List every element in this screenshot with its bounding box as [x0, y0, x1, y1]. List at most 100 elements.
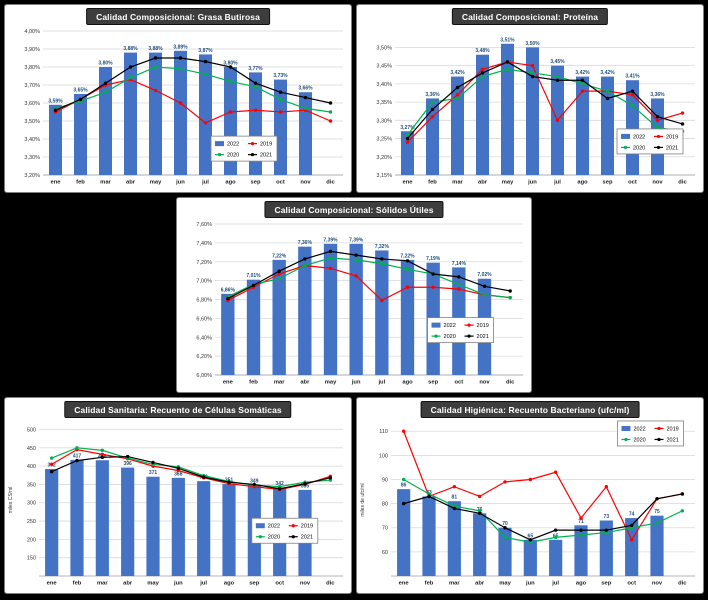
x-tick-label: sep — [603, 180, 613, 186]
line-marker — [452, 485, 457, 489]
panel-proteina: Calidad Composicional: Proteína 3,15% 3,2… — [356, 4, 704, 193]
line-marker — [579, 533, 583, 537]
x-tick-label: jul — [377, 380, 385, 386]
line-marker — [528, 540, 533, 544]
x-tick-label: sep — [249, 581, 259, 587]
line-marker — [49, 469, 54, 474]
legend-swatch-marker — [467, 334, 471, 338]
bar — [650, 515, 664, 576]
line-marker — [277, 487, 282, 491]
line-marker — [680, 492, 685, 496]
line-marker — [328, 266, 333, 271]
x-tick-label: sep — [251, 180, 261, 186]
line-marker — [201, 475, 206, 479]
line-marker — [49, 456, 54, 460]
bar — [526, 47, 539, 176]
bar — [451, 76, 464, 175]
line-marker — [655, 497, 659, 501]
line-marker — [430, 114, 435, 119]
line-marker — [605, 89, 610, 93]
bar-value-label: 81 — [452, 495, 458, 501]
line-series-2021 — [401, 492, 685, 542]
line-marker — [630, 93, 635, 97]
line-marker — [452, 504, 457, 508]
bar-value-label: 3,36% — [425, 92, 440, 98]
bar — [246, 279, 261, 375]
bar-value-label: 73 — [604, 514, 610, 520]
x-tick-label: jun — [173, 581, 183, 587]
legend-label: 2019 — [477, 323, 489, 329]
bar-value-label: 7,32% — [375, 244, 390, 250]
line-marker — [228, 65, 233, 69]
bar — [498, 527, 512, 576]
x-tick-label: ago — [224, 581, 235, 587]
chart-title-solidos-utiles: Calidad Composicional: Sólidos Útiles — [264, 201, 444, 218]
line-marker — [477, 494, 482, 499]
legend-label: 2019 — [301, 524, 313, 530]
legend-swatch-marker — [217, 153, 222, 157]
x-tick-label: nov — [652, 581, 663, 587]
line-marker — [480, 74, 485, 79]
line-marker — [251, 283, 256, 288]
bar-value-label: 7,22% — [400, 253, 415, 259]
line-marker — [405, 133, 410, 137]
y-tick-label: 6,80% — [196, 298, 212, 304]
bar — [199, 54, 212, 175]
line-marker — [455, 93, 460, 97]
line-marker — [125, 454, 130, 459]
line-marker — [630, 89, 635, 93]
x-tick-label: ene — [223, 380, 234, 386]
bar-value-label: 7,02% — [477, 272, 492, 278]
chart-solidos-utiles: 6,00% 6,20% 6,40% 6,60% 6,80% 7,00% 7,20% 7,40%… — [177, 198, 531, 392]
bar — [426, 98, 439, 175]
legend-swatch-marker — [467, 323, 471, 327]
bar-value-label: 75 — [654, 509, 660, 515]
y-tick-label: 3,70% — [24, 83, 40, 89]
legend: 2022 2019 2020 2021 — [617, 420, 684, 447]
bar — [124, 52, 137, 175]
bar — [298, 246, 312, 375]
x-tick-label: mar — [100, 180, 111, 186]
line-marker — [153, 65, 158, 69]
line-marker — [151, 460, 155, 465]
legend-swatch-marker — [258, 535, 262, 539]
x-tick-label: feb — [73, 581, 82, 587]
x-tick-label: mar — [274, 380, 285, 386]
y-tick-label: 7,40% — [196, 241, 212, 247]
legend-swatch-marker — [656, 134, 661, 139]
y-tick-label: 3,40% — [24, 137, 40, 143]
line-marker — [153, 56, 158, 60]
y-tick-label: 250 — [27, 519, 36, 525]
line-marker — [455, 85, 460, 90]
x-tick-label: feb — [425, 581, 434, 587]
legend-swatch-bar — [215, 141, 224, 147]
y-gridlines: 3,20% 3,30% 3,40% 3,50% 3,60% 3,70% 3,80% 3,90%… — [24, 29, 343, 179]
legend-swatch-marker — [250, 142, 255, 146]
bar — [121, 467, 135, 576]
bar — [171, 477, 185, 576]
bar-value-label: 342 — [275, 481, 284, 487]
legend-swatch-bar — [255, 523, 265, 529]
bar-value-label: 7,01% — [246, 273, 261, 279]
line-marker — [253, 81, 258, 85]
panel-grasa-butirosa: Calidad Composicional: Grasa Butirosa 3,… — [4, 4, 352, 193]
line-marker — [579, 516, 583, 520]
legend-label: 2021 — [301, 535, 313, 541]
line-marker — [380, 298, 384, 303]
line-series-2021 — [53, 56, 333, 112]
bar-value-label: 3,77% — [248, 66, 263, 72]
line-marker — [176, 466, 181, 471]
y-tick-label: 6,00% — [196, 373, 212, 379]
y-tick-label: 450 — [27, 446, 36, 452]
y-tick-label: 300 — [27, 501, 36, 507]
bar-value-label: 3,73% — [273, 73, 288, 79]
line-marker — [278, 97, 283, 102]
y-tick-label: 7,20% — [196, 260, 212, 266]
x-tick-label: mar — [452, 180, 463, 186]
line-marker — [128, 65, 133, 69]
bar — [197, 481, 211, 576]
bar-value-label: 3,42% — [575, 70, 590, 76]
bars-2022: 6,86% 7,01% 7,22% 7,36% 7,39% 7,39% 7,32% 7,22%… — [221, 237, 492, 375]
bar-value-label: 3,65% — [73, 88, 88, 94]
y-tick-label: 3,25% — [376, 137, 392, 143]
